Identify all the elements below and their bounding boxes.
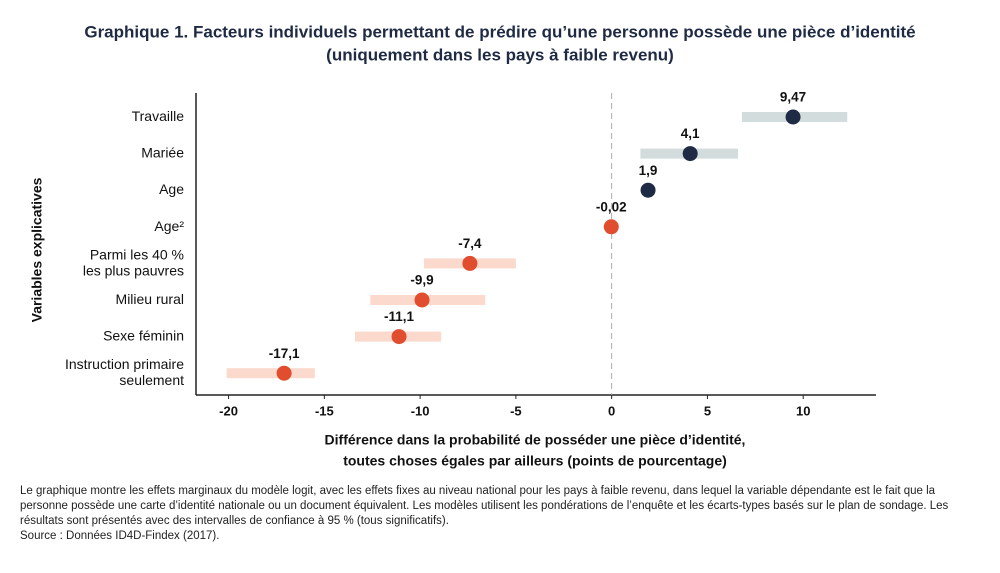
y-tick-label: Sexe féminin	[103, 327, 184, 343]
y-tick-label: Age²	[154, 218, 184, 234]
y-tick-label-line: Milieu rural	[116, 291, 184, 307]
x-axis-label: Différence dans la probabilité de posséd…	[325, 432, 746, 448]
chart-title: (uniquement dans les pays à faible reven…	[326, 45, 674, 64]
dot	[682, 146, 698, 162]
ci-bar	[226, 368, 315, 379]
dot	[785, 109, 801, 125]
dot	[276, 365, 292, 381]
value-label: 4,1	[681, 126, 700, 141]
x-tick-label: -10	[411, 403, 430, 418]
x-tick-label: 10	[796, 403, 810, 418]
x-tick-label: -15	[315, 403, 334, 418]
y-tick-label: Age	[159, 181, 184, 197]
dot	[603, 219, 619, 235]
x-tick-label: 5	[704, 403, 711, 418]
y-tick-label: Instruction primaire seulement	[65, 356, 184, 388]
value-label: -17,1	[269, 346, 300, 361]
y-tick-label-line: Travaille	[132, 108, 185, 124]
dot	[391, 329, 407, 345]
y-tick-label-line: Age	[159, 181, 184, 197]
note: Le graphique montre les effets marginaux…	[20, 484, 980, 544]
value-label: -9,9	[410, 273, 433, 288]
value-label: -11,1	[384, 309, 415, 324]
dot	[414, 292, 430, 308]
dot	[640, 182, 656, 198]
value-label: 1,9	[639, 163, 658, 178]
y-tick-label-line: Instruction primaire	[65, 356, 184, 372]
x-tick-label: -5	[510, 403, 522, 418]
y-tick-label-line: Age²	[154, 218, 184, 234]
chart: Graphique 1. Facteurs individuels permet…	[29, 22, 916, 469]
x-axis-label: toutes choses égales par ailleurs (point…	[343, 453, 727, 469]
y-tick-label-line: Sexe féminin	[103, 327, 184, 343]
y-tick-label: Travaille	[132, 108, 185, 124]
source: Source : Données ID4D-Findex (2017).	[20, 530, 220, 542]
x-tick-label: 0	[608, 403, 615, 418]
y-tick-label-line: les plus pauvres	[83, 262, 184, 278]
y-axis-label: Variables explicatives	[29, 177, 45, 322]
value-label: -0,02	[596, 199, 627, 214]
y-tick-label-line: seulement	[119, 372, 184, 388]
y-tick-label: Parmi les 40 % les plus pauvres	[83, 246, 184, 278]
y-tick-label: Milieu rural	[116, 291, 184, 307]
note-text: Le graphique montre les effets marginaux…	[20, 485, 949, 527]
chart-title: Graphique 1. Facteurs individuels permet…	[84, 22, 915, 41]
x-tick-label: -20	[219, 403, 238, 418]
y-tick-label: Mariée	[141, 144, 184, 160]
dot	[462, 255, 478, 271]
y-tick-label-line: Parmi les 40 %	[90, 246, 184, 262]
value-label: -7,4	[458, 236, 482, 251]
y-tick-label-line: Mariée	[141, 144, 184, 160]
value-label: 9,47	[780, 90, 806, 105]
